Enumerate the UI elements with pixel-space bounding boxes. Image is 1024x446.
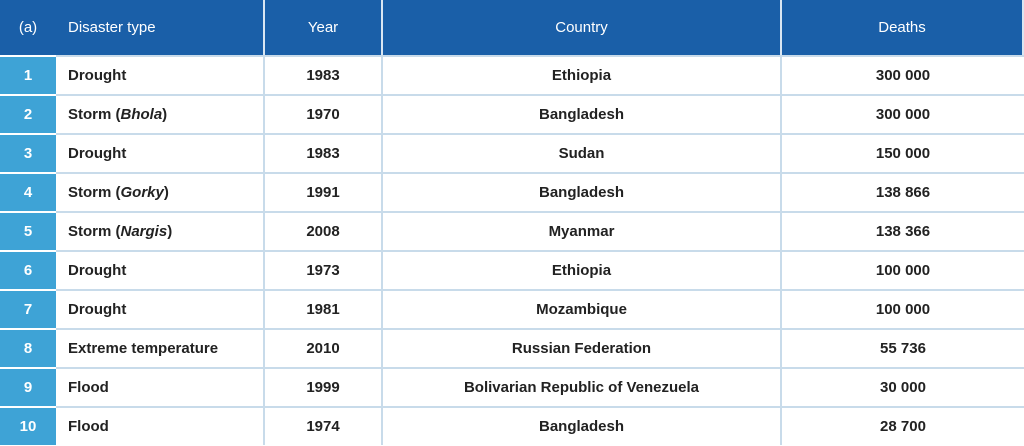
disaster-type-cell: Storm (Nargis) <box>56 211 265 250</box>
storm-name: Gorky <box>120 184 164 201</box>
rank-cell: 10 <box>0 406 56 445</box>
disaster-type-cell: Drought <box>56 55 265 94</box>
deaths-cell: 300 000 <box>782 55 1024 94</box>
type-text: ) <box>163 184 169 201</box>
country-cell: Bolivarian Republic of Venezuela <box>383 367 782 406</box>
year-cell: 2010 <box>265 328 383 367</box>
disaster-type-cell: Flood <box>56 367 265 406</box>
header-cell: Year <box>265 0 383 55</box>
type-text: Storm ( <box>68 223 121 240</box>
disaster-type-cell: Extreme temperature <box>56 328 265 367</box>
deaths-cell: 300 000 <box>782 94 1024 133</box>
type-text: Drought <box>68 67 127 84</box>
header-cell: Deaths <box>782 0 1024 55</box>
deaths-cell: 138 866 <box>782 172 1024 211</box>
type-text: Flood <box>68 418 109 435</box>
year-cell: 1991 <box>265 172 383 211</box>
storm-name: Bhola <box>120 106 163 123</box>
country-cell: Myanmar <box>383 211 782 250</box>
deaths-cell: 100 000 <box>782 289 1024 328</box>
header-cell: (a) <box>0 0 56 55</box>
rank-cell: 1 <box>0 55 56 94</box>
country-cell: Bangladesh <box>383 406 782 445</box>
header-cell: Disaster type <box>56 0 265 55</box>
country-cell: Sudan <box>383 133 782 172</box>
disaster-type-cell: Drought <box>56 289 265 328</box>
type-text: Drought <box>68 301 127 318</box>
deaths-cell: 100 000 <box>782 250 1024 289</box>
year-cell: 1970 <box>265 94 383 133</box>
header-cell: Country <box>383 0 782 55</box>
type-text: Drought <box>68 262 127 279</box>
type-text: Drought <box>68 145 127 162</box>
disaster-type-cell: Storm (Bhola) <box>56 94 265 133</box>
type-text: Storm ( <box>68 184 121 201</box>
rank-cell: 7 <box>0 289 56 328</box>
year-cell: 1983 <box>265 55 383 94</box>
type-text: ) <box>162 106 168 123</box>
year-cell: 1981 <box>265 289 383 328</box>
rank-cell: 6 <box>0 250 56 289</box>
year-cell: 1974 <box>265 406 383 445</box>
rank-cell: 3 <box>0 133 56 172</box>
type-text: Extreme temperature <box>68 340 219 357</box>
deaths-cell: 28 700 <box>782 406 1024 445</box>
year-cell: 1983 <box>265 133 383 172</box>
rank-cell: 5 <box>0 211 56 250</box>
disaster-type-cell: Drought <box>56 133 265 172</box>
country-cell: Bangladesh <box>383 172 782 211</box>
country-cell: Mozambique <box>383 289 782 328</box>
deaths-cell: 138 366 <box>782 211 1024 250</box>
country-cell: Bangladesh <box>383 94 782 133</box>
type-text: Flood <box>68 379 109 396</box>
disaster-type-cell: Flood <box>56 406 265 445</box>
rank-cell: 2 <box>0 94 56 133</box>
rank-cell: 9 <box>0 367 56 406</box>
storm-name: Nargis <box>120 223 168 240</box>
disaster-type-cell: Drought <box>56 250 265 289</box>
rank-cell: 8 <box>0 328 56 367</box>
type-text: ) <box>167 223 173 240</box>
country-cell: Ethiopia <box>383 55 782 94</box>
year-cell: 2008 <box>265 211 383 250</box>
deaths-cell: 150 000 <box>782 133 1024 172</box>
year-cell: 1999 <box>265 367 383 406</box>
disaster-type-cell: Storm (Gorky) <box>56 172 265 211</box>
deaths-cell: 30 000 <box>782 367 1024 406</box>
country-cell: Ethiopia <box>383 250 782 289</box>
type-text: Storm ( <box>68 106 121 123</box>
deaths-cell: 55 736 <box>782 328 1024 367</box>
year-cell: 1973 <box>265 250 383 289</box>
country-cell: Russian Federation <box>383 328 782 367</box>
rank-cell: 4 <box>0 172 56 211</box>
